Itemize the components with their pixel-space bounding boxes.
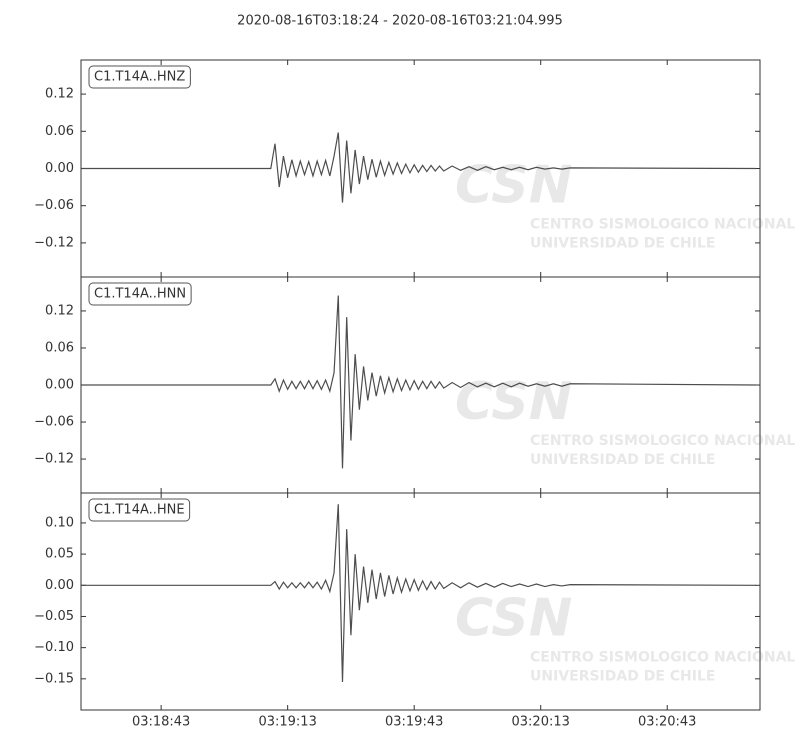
y-tick-label: −0.05: [34, 609, 74, 624]
y-tick-label: 0.00: [45, 378, 74, 393]
y-tick-label: 0.12: [45, 303, 74, 318]
waveform: [81, 504, 756, 682]
watermark-line: UNIVERSIDAD DE CHILE: [530, 669, 715, 685]
trace-label-box: [88, 498, 191, 522]
y-tick-label: −0.15: [34, 671, 74, 686]
watermark-line: UNIVERSIDAD DE CHILE: [530, 452, 715, 468]
x-tick-label: 03:19:13: [258, 715, 316, 730]
y-tick-label: −0.06: [34, 415, 74, 430]
trace-label: C1.T14A..HNE: [94, 503, 185, 518]
y-tick-label: 0.00: [45, 161, 74, 176]
watermark-line: CENTRO SISMOLOGICO NACIONAL: [530, 433, 795, 449]
trace-label: C1.T14A..HNZ: [94, 70, 185, 85]
x-tick-label: 03:18:43: [132, 715, 190, 730]
trace-label-box: [88, 282, 192, 306]
y-tick-label: 0.06: [45, 124, 74, 139]
y-tick-label: −0.12: [34, 235, 74, 250]
y-tick-label: 0.05: [45, 547, 74, 562]
y-tick-label: 0.12: [45, 87, 74, 102]
x-tick-label: 03:19:43: [385, 715, 443, 730]
y-tick-label: −0.10: [34, 640, 74, 655]
y-tick-label: −0.12: [34, 452, 74, 467]
y-tick-label: 0.00: [45, 578, 74, 593]
waveform: [81, 295, 756, 469]
trace-label: C1.T14A..HNN: [94, 287, 186, 302]
y-tick-label: 0.10: [45, 515, 74, 530]
watermark-logo: CSN: [455, 372, 572, 432]
watermark-line: UNIVERSIDAD DE CHILE: [530, 236, 715, 252]
watermark-logo: CSN: [455, 589, 572, 649]
axes-frame: [80, 492, 761, 711]
trace-label-box: [88, 65, 191, 89]
watermark-line: CENTRO SISMOLOGICO NACIONAL: [530, 650, 795, 666]
watermark-line: CENTRO SISMOLOGICO NACIONAL: [530, 217, 795, 233]
waveform: [81, 132, 756, 203]
x-tick-label: 03:20:43: [638, 715, 696, 730]
x-tick-label: 03:20:13: [512, 715, 570, 730]
watermark-logo: CSN: [455, 156, 572, 216]
chart-title: 2020-08-16T03:18:24 - 2020-08-16T03:21:0…: [237, 14, 563, 29]
y-tick-label: 0.06: [45, 340, 74, 355]
y-tick-label: −0.06: [34, 198, 74, 213]
